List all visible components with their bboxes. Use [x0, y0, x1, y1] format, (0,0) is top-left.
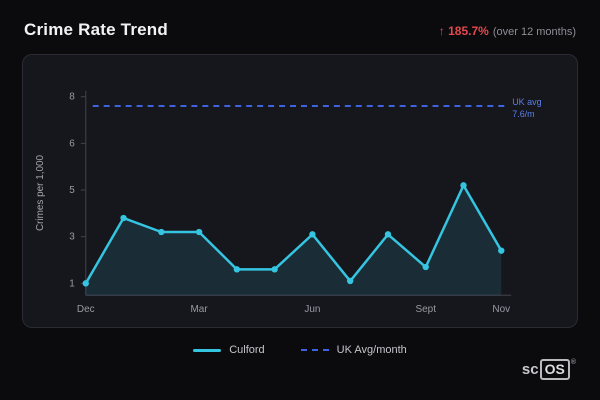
header: Crime Rate Trend ↑ 185.7% (over 12 months… [0, 0, 600, 54]
svg-text:3: 3 [69, 232, 75, 243]
registered-mark: ® [570, 359, 576, 366]
uk-avg-dashed-swatch [300, 349, 329, 351]
svg-text:Nov: Nov [492, 304, 510, 315]
chart-panel: 1 3 5 6 8 Dec Mar Jun Sept Nov UK avg 7.6/m Crimes p… [22, 54, 578, 328]
chart-legend: Culford UK Avg/month [0, 344, 600, 356]
legend-item-uk-avg: UK Avg/month [300, 344, 407, 356]
page-title: Crime Rate Trend [24, 20, 168, 39]
legend-label-uk-avg: UK Avg/month [336, 344, 407, 356]
trend-stat: ↑ 185.7% (over 12 months) [439, 24, 576, 38]
logo-prefix: sc [521, 361, 539, 378]
culford-line-swatch [193, 348, 222, 352]
scos-logo: sc OS ® [522, 359, 576, 380]
legend-label-culford: Culford [229, 344, 265, 356]
trend-stat-caption: (over 12 months) [492, 26, 576, 38]
svg-text:Sept: Sept [415, 304, 436, 315]
svg-text:5: 5 [69, 185, 75, 196]
logo-boxed-text: OS [539, 359, 570, 380]
svg-text:Mar: Mar [191, 304, 209, 315]
svg-text:7.6/m: 7.6/m [512, 109, 534, 119]
svg-text:Crimes per 1,000: Crimes per 1,000 [35, 154, 46, 231]
svg-text:Dec: Dec [77, 304, 95, 315]
svg-text:UK avg: UK avg [512, 97, 541, 107]
svg-text:1: 1 [69, 278, 75, 289]
legend-item-culford: Culford [193, 344, 265, 356]
trend-stat-value: ↑ 185.7% [438, 24, 489, 38]
svg-text:8: 8 [69, 92, 75, 103]
crime-chart-svg: 1 3 5 6 8 Dec Mar Jun Sept Nov UK avg 7.6/m Crimes p… [35, 90, 542, 315]
svg-text:Jun: Jun [304, 304, 320, 315]
svg-text:6: 6 [69, 138, 75, 149]
